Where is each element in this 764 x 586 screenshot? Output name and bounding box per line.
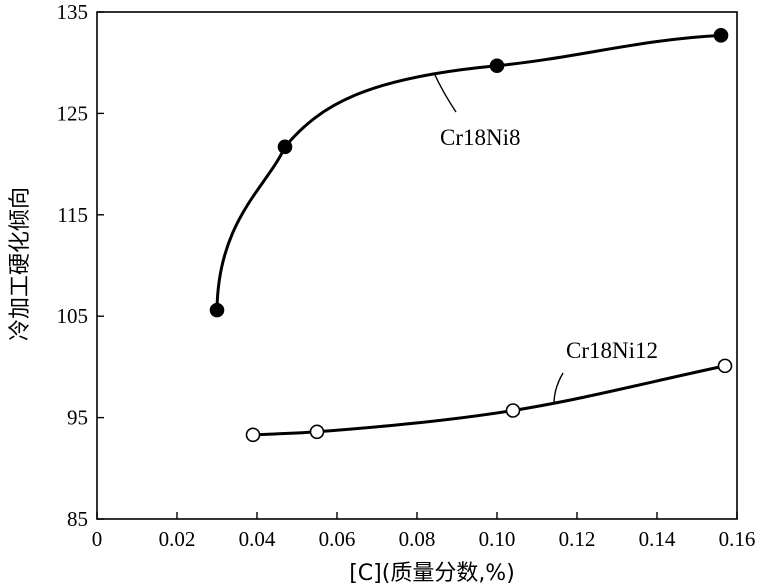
y-tick-label: 115 [57,203,88,227]
y-tick-label: 95 [67,406,88,430]
series-markers [209,28,733,443]
data-point [209,302,225,318]
axes [96,11,738,520]
x-axis-ticks: 0 0.02 0.04 0.06 0.08 0.10 0.12 0.14 0.16 [92,512,756,551]
x-axis-title: [C](质量分数,%) [349,561,515,586]
x-tick-label: 0.04 [239,527,276,551]
series-label-cr18ni12: Cr18Ni12 [566,338,658,363]
series-leader-lines [433,72,564,403]
series-label-cr18ni8: Cr18Ni8 [440,125,521,150]
x-tick-label: 0.10 [479,527,516,551]
series-line-cr18ni8 [215,33,722,311]
data-point [505,403,521,418]
series-labels: Cr18Ni8 Cr18Ni12 [440,125,658,363]
y-tick-label: 85 [67,507,88,531]
y-tick-label: 105 [57,304,89,328]
data-point [713,28,729,43]
series-leader-line [433,72,457,113]
data-point [489,58,505,74]
x-tick-label: 0.08 [399,527,436,551]
x-tick-label: 0.12 [559,527,596,551]
y-tick-label: 125 [57,101,89,125]
x-tick-label: 0.02 [159,527,196,551]
data-point [309,424,325,440]
data-point [245,427,261,443]
y-axis-title: 冷加工硬化倾向 [8,187,33,341]
series-leader-line [553,372,564,403]
data-point [717,358,733,374]
series-curves [215,33,726,437]
x-tick-label: 0 [92,527,103,551]
x-tick-label: 0.16 [719,527,756,551]
plot-frame [96,11,738,520]
x-tick-label: 0.14 [639,527,676,551]
data-point [277,139,293,155]
y-tick-label: 135 [57,0,89,24]
x-tick-label: 0.06 [319,527,356,551]
y-axis-ticks: 85 95 105 115 125 135 [57,0,104,531]
series-line-cr18ni12 [252,364,726,437]
